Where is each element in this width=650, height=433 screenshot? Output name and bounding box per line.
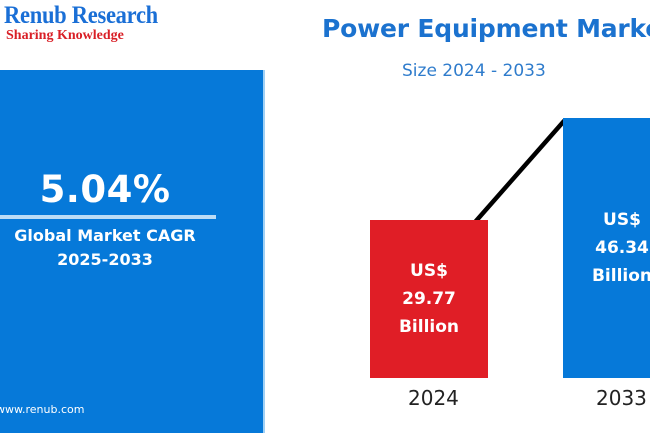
bar-2024: US$ 29.77 Billion <box>370 220 488 378</box>
logo-title: Renub Research <box>4 2 158 29</box>
chart-title: Power Equipment Market <box>322 14 650 43</box>
bar-unit: Billion <box>591 266 650 286</box>
bar-currency: US$ <box>603 210 641 230</box>
bar-amount: 29.77 <box>402 289 456 309</box>
cagr-panel: 5.04% Global Market CAGR 2025-2033 www.r… <box>0 70 263 433</box>
cagr-label-line1: Global Market CAGR <box>14 226 196 245</box>
year-label-2033: 2033 <box>596 386 647 410</box>
year-label-2024: 2024 <box>408 386 459 410</box>
chart-subtitle: Size 2024 - 2033 <box>402 61 546 81</box>
panel-edge <box>263 70 265 433</box>
bar-currency: US$ <box>410 261 448 281</box>
bar-2033: US$ 46.34 Billion <box>563 118 650 378</box>
bar-unit: Billion <box>398 317 460 337</box>
cagr-label-period: 2025-2033 <box>57 250 153 269</box>
website-link: www.renub.com <box>0 403 85 416</box>
cagr-label: Global Market CAGR 2025-2033 <box>0 224 210 272</box>
renub-logo: Renub Research Sharing Knowledge <box>4 2 175 43</box>
cagr-divider <box>0 215 216 219</box>
logo-tagline: Sharing Knowledge <box>6 28 124 43</box>
bar-amount: 46.34 <box>595 238 649 258</box>
cagr-value: 5.04% <box>39 168 171 211</box>
